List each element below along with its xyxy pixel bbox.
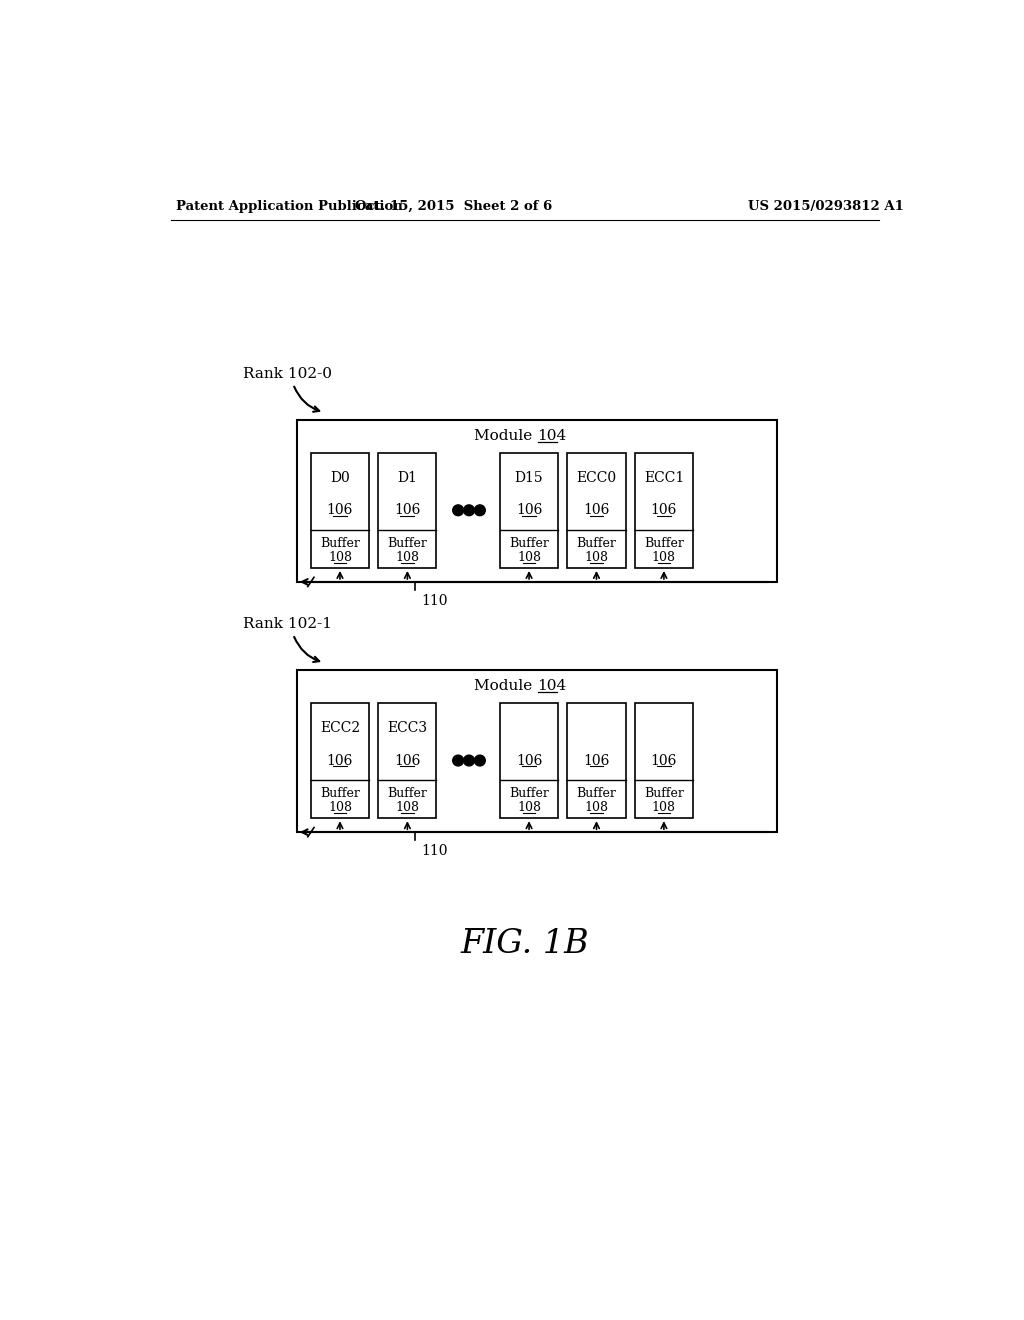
Text: 108: 108 [652, 550, 676, 564]
Circle shape [474, 755, 485, 766]
Bar [378, 453, 436, 568]
Text: Buffer: Buffer [644, 787, 684, 800]
Text: ECC2: ECC2 [319, 721, 360, 735]
Text: D15: D15 [515, 471, 544, 484]
Text: ECC1: ECC1 [644, 471, 684, 484]
Text: Buffer: Buffer [387, 537, 427, 549]
Text: Module: Module [474, 678, 538, 693]
Text: 106: 106 [394, 503, 421, 517]
Bar [567, 453, 626, 568]
Text: Rank 102-0: Rank 102-0 [243, 367, 332, 381]
Text: 108: 108 [328, 550, 352, 564]
Bar [635, 702, 693, 818]
Text: 110: 110 [421, 594, 447, 609]
Bar [297, 671, 777, 832]
Text: Oct. 15, 2015  Sheet 2 of 6: Oct. 15, 2015 Sheet 2 of 6 [355, 199, 552, 213]
Circle shape [464, 755, 474, 766]
Text: 106: 106 [516, 503, 543, 517]
Text: 106: 106 [584, 754, 609, 767]
Bar [378, 702, 436, 818]
Text: 106: 106 [516, 754, 543, 767]
Text: 108: 108 [585, 801, 608, 814]
Text: US 2015/0293812 A1: US 2015/0293812 A1 [748, 199, 903, 213]
Text: D0: D0 [330, 471, 350, 484]
Bar [500, 453, 558, 568]
Circle shape [453, 504, 464, 516]
Text: Buffer: Buffer [509, 787, 549, 800]
Text: 108: 108 [652, 801, 676, 814]
Bar [567, 702, 626, 818]
Text: 106: 106 [327, 503, 353, 517]
Text: 108: 108 [395, 550, 420, 564]
Text: Buffer: Buffer [577, 787, 616, 800]
Text: Module: Module [474, 429, 538, 442]
Text: 108: 108 [585, 550, 608, 564]
Bar [297, 420, 777, 582]
Text: 108: 108 [517, 550, 541, 564]
Circle shape [464, 504, 474, 516]
Circle shape [474, 504, 485, 516]
Text: 104: 104 [538, 429, 566, 442]
Text: ECC0: ECC0 [577, 471, 616, 484]
Text: Buffer: Buffer [387, 787, 427, 800]
Text: ECC3: ECC3 [387, 721, 427, 735]
Text: D1: D1 [397, 471, 418, 484]
Bar [635, 453, 693, 568]
Text: 108: 108 [517, 801, 541, 814]
Text: 106: 106 [584, 503, 609, 517]
Text: Buffer: Buffer [509, 537, 549, 549]
Text: 104: 104 [538, 678, 566, 693]
Bar [500, 702, 558, 818]
Text: 108: 108 [328, 801, 352, 814]
Text: 108: 108 [395, 801, 420, 814]
Text: Buffer: Buffer [321, 787, 359, 800]
Text: 110: 110 [421, 845, 447, 858]
Text: Patent Application Publication: Patent Application Publication [176, 199, 402, 213]
Text: 106: 106 [327, 754, 353, 767]
Text: 106: 106 [650, 503, 677, 517]
Text: Buffer: Buffer [321, 537, 359, 549]
Text: Rank 102-1: Rank 102-1 [243, 618, 332, 631]
Bar [311, 702, 369, 818]
Circle shape [453, 755, 464, 766]
Text: 106: 106 [650, 754, 677, 767]
Bar [311, 453, 369, 568]
Text: Buffer: Buffer [577, 537, 616, 549]
Text: Buffer: Buffer [644, 537, 684, 549]
Text: 106: 106 [394, 754, 421, 767]
Text: FIG. 1B: FIG. 1B [461, 928, 589, 960]
